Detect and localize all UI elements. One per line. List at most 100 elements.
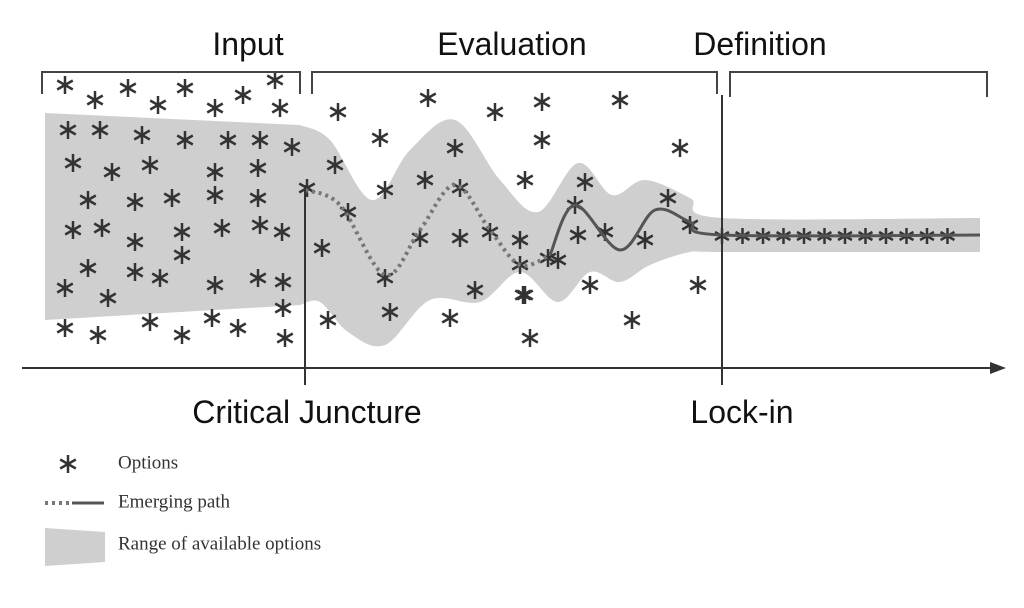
option-stroke <box>276 332 294 344</box>
legend-label: Options <box>118 452 178 473</box>
option-stroke <box>569 229 587 241</box>
option-stroke <box>689 279 707 291</box>
option-stroke <box>126 196 144 208</box>
option-stroke <box>141 316 159 328</box>
option-stroke <box>611 94 629 106</box>
option-stroke <box>659 192 677 204</box>
legend-label: Range of available options <box>118 533 321 554</box>
phase-label: Definition <box>693 26 826 62</box>
option-stroke <box>274 276 292 288</box>
phase-label: Evaluation <box>437 26 586 62</box>
legend-option-icon <box>59 455 77 473</box>
evaluation-bracket <box>311 71 718 94</box>
option-stroke <box>671 142 689 154</box>
option-stroke <box>516 289 534 301</box>
option-stroke <box>249 272 267 284</box>
option-stroke <box>79 262 97 274</box>
option-stroke <box>533 96 551 108</box>
option-stroke <box>103 166 121 178</box>
option-stroke <box>266 74 284 86</box>
option-stroke <box>376 184 394 196</box>
option-stroke <box>329 106 347 118</box>
option-stroke <box>251 219 269 231</box>
option-stroke <box>681 219 699 231</box>
legend-label: Emerging path <box>118 491 231 512</box>
option-stroke <box>119 82 137 94</box>
option-stroke <box>419 92 437 104</box>
option-stroke <box>371 132 389 144</box>
option-stroke <box>521 332 539 344</box>
option-stroke <box>126 266 144 278</box>
option-stroke <box>64 157 82 169</box>
option-stroke <box>229 322 247 334</box>
axis-arrow <box>990 362 1006 374</box>
marker-label: Lock-in <box>690 394 793 430</box>
option-stroke <box>126 236 144 248</box>
option-stroke <box>149 99 167 111</box>
definition-bracket <box>729 71 988 97</box>
option-stroke <box>93 222 111 234</box>
option-stroke <box>234 89 252 101</box>
option-stroke <box>64 224 82 236</box>
option-stroke <box>576 176 594 188</box>
option-stroke <box>249 192 267 204</box>
option-stroke <box>274 302 292 314</box>
option-stroke <box>416 174 434 186</box>
option-stroke <box>91 124 109 136</box>
option-stroke <box>441 312 459 324</box>
option-stroke <box>533 134 551 146</box>
option-stroke <box>56 79 74 91</box>
option-stroke <box>206 279 224 291</box>
option-stroke <box>151 272 169 284</box>
option-stroke <box>79 194 97 206</box>
option-stroke <box>206 102 224 114</box>
option-stroke <box>86 94 104 106</box>
option-stroke <box>376 272 394 284</box>
option-stroke <box>486 106 504 118</box>
option-stroke <box>173 329 191 341</box>
option-stroke <box>206 166 224 178</box>
input-bracket <box>41 71 301 94</box>
range-band <box>45 113 980 347</box>
option-stroke <box>173 249 191 261</box>
option-stroke <box>381 306 399 318</box>
option-stroke <box>511 234 529 246</box>
options <box>56 71 956 347</box>
option-stroke <box>176 82 194 94</box>
phase-label: Input <box>212 26 283 62</box>
option-stroke <box>516 174 534 186</box>
marker-label: Critical Juncture <box>192 394 421 430</box>
option-stroke <box>59 458 77 470</box>
option-stroke <box>163 192 181 204</box>
option-stroke <box>271 102 289 114</box>
option-stroke <box>249 162 267 174</box>
option-stroke <box>203 312 221 324</box>
option-stroke <box>539 252 557 264</box>
option-stroke <box>549 254 567 266</box>
option-stroke <box>451 232 469 244</box>
option-stroke <box>89 329 107 341</box>
option-stroke <box>173 226 191 238</box>
option-stroke <box>56 322 74 334</box>
option-stroke <box>273 226 291 238</box>
option-stroke <box>326 159 344 171</box>
option-stroke <box>141 159 159 171</box>
option-stroke <box>466 284 484 296</box>
option-stroke <box>206 189 224 201</box>
option-stroke <box>176 134 194 146</box>
option-stroke <box>251 134 269 146</box>
option-stroke <box>446 142 464 154</box>
emerging-path-solid <box>548 203 981 256</box>
option-stroke <box>481 226 499 238</box>
option-stroke <box>283 141 301 153</box>
option-stroke <box>213 222 231 234</box>
option-stroke <box>99 292 117 304</box>
option-stroke <box>56 282 74 294</box>
option-stroke <box>623 314 641 326</box>
legend-range-icon <box>45 528 105 566</box>
option-stroke <box>133 129 151 141</box>
option-stroke <box>636 234 654 246</box>
option-stroke <box>59 124 77 136</box>
option-stroke <box>319 314 337 326</box>
